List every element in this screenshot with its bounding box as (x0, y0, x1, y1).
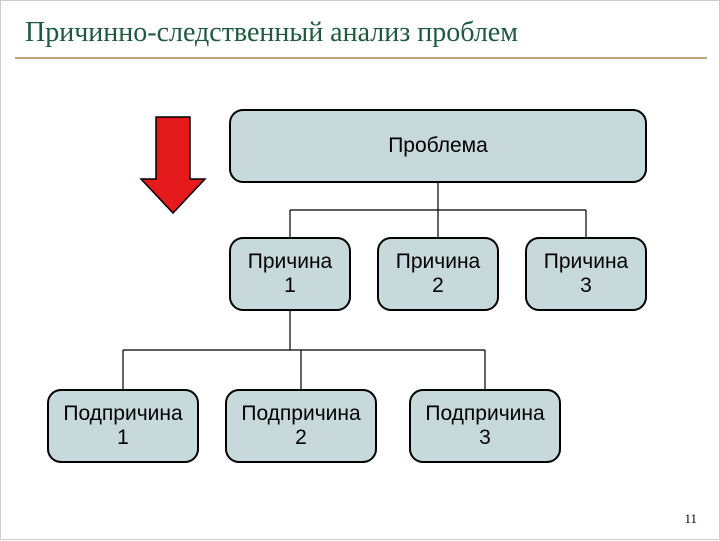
down-arrow-icon (141, 117, 205, 213)
node-sub2: Подпричина2 (225, 389, 377, 463)
node-cause2: Причина2 (377, 237, 499, 311)
title-underline (15, 57, 707, 59)
page-title: Причинно-следственный анализ проблем (25, 17, 518, 49)
node-sub1: Подпричина1 (47, 389, 199, 463)
node-problem: Проблема (229, 109, 647, 183)
node-sub3: Подпричина3 (409, 389, 561, 463)
node-cause3: Причина3 (525, 237, 647, 311)
node-cause1: Причина1 (229, 237, 351, 311)
page-number: 11 (684, 511, 697, 527)
